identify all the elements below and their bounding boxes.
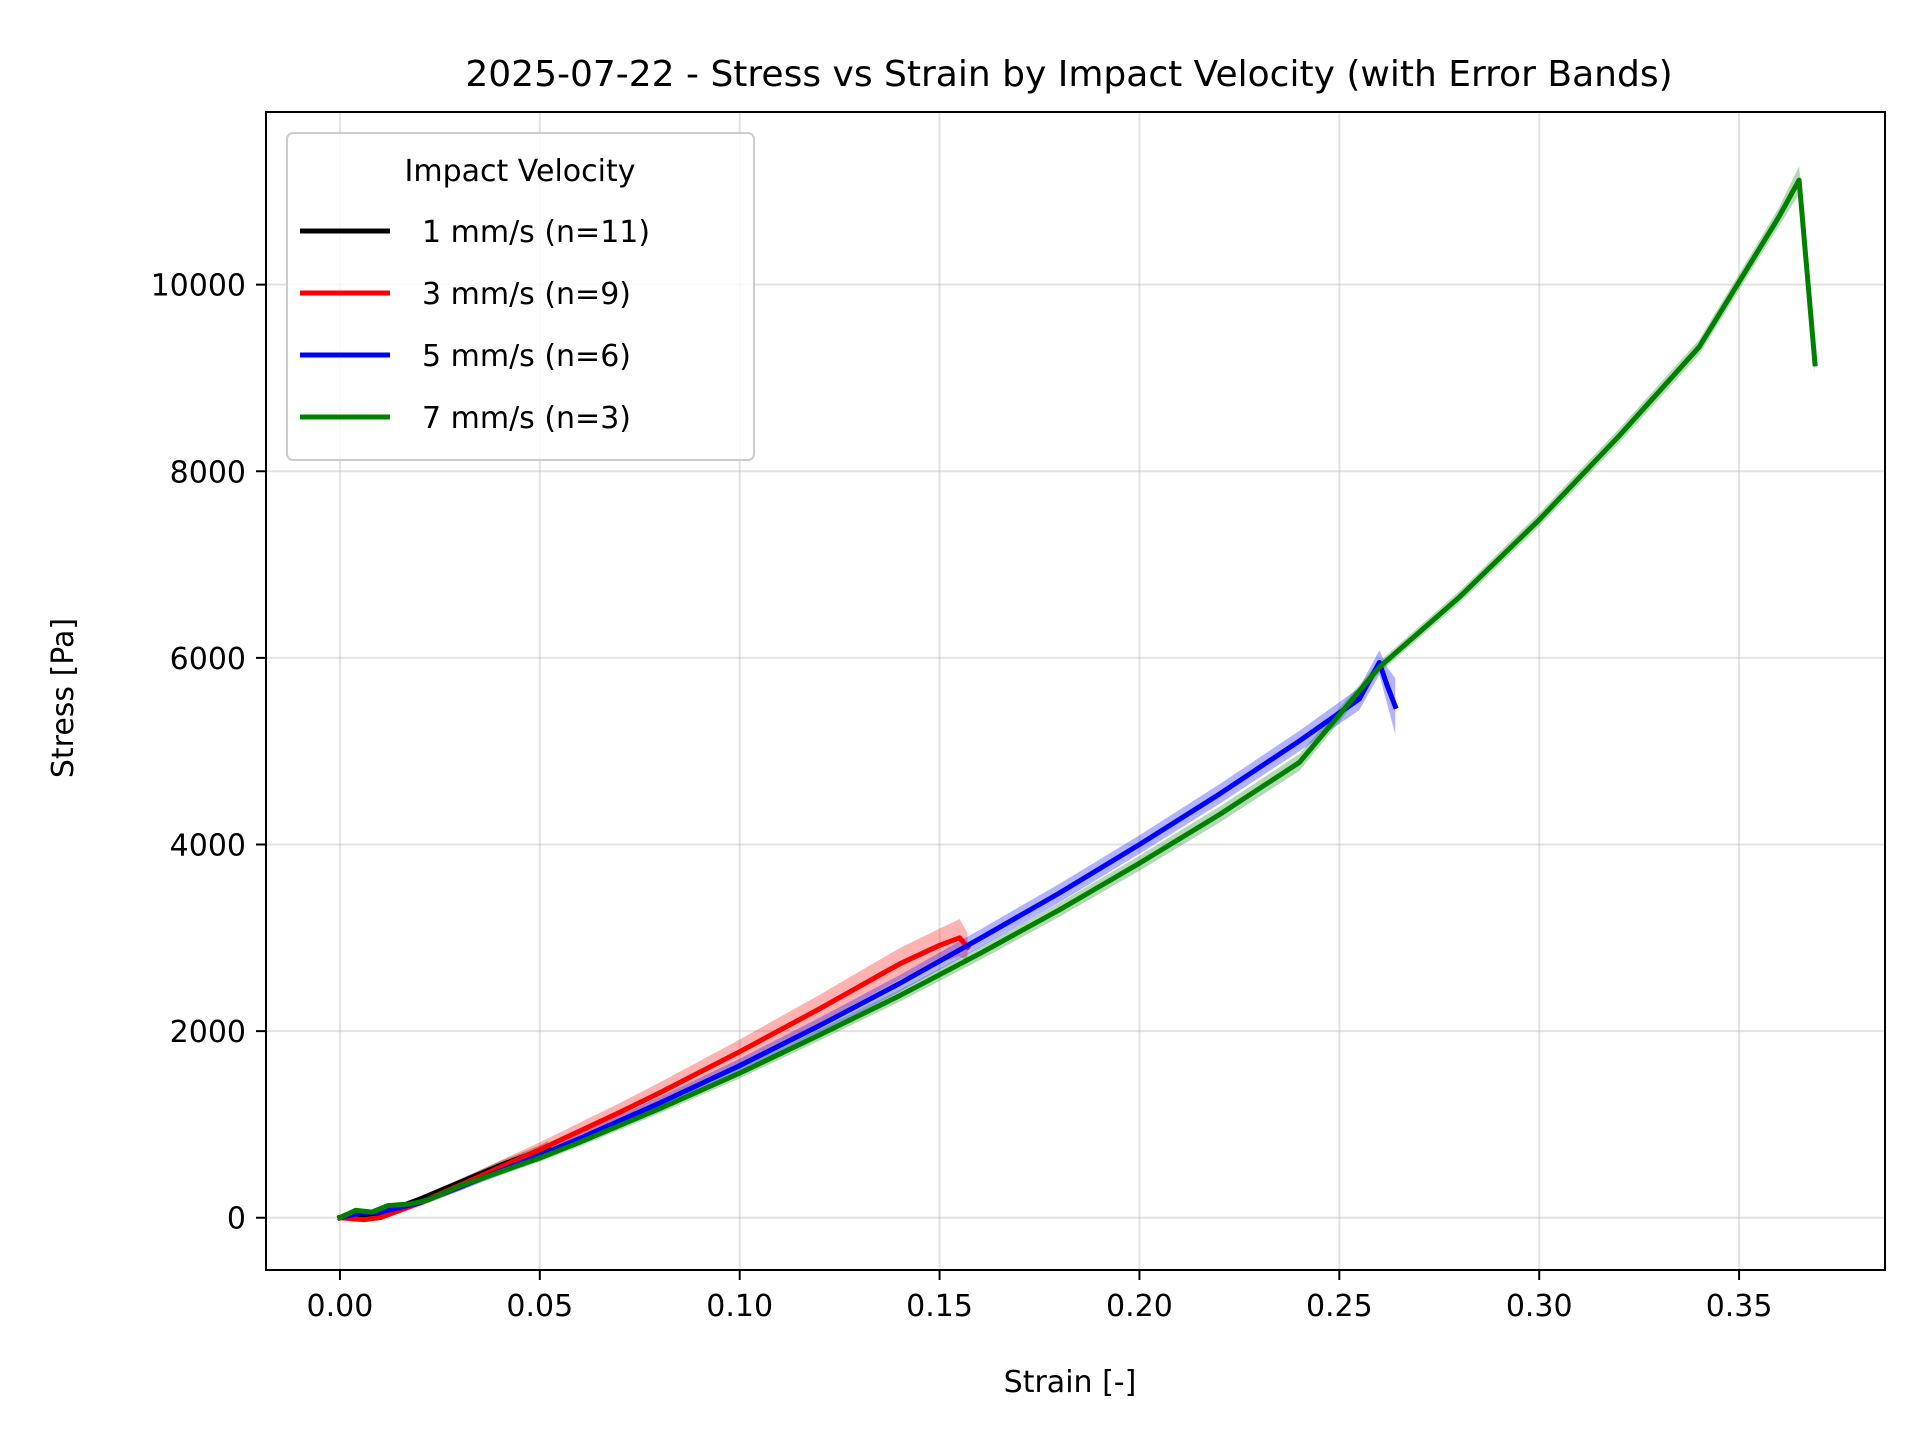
y-tick-label: 10000 xyxy=(151,269,246,304)
chart-title: 2025-07-22 - Stress vs Strain by Impact … xyxy=(465,54,1672,95)
x-tick-label: 0.10 xyxy=(706,1289,773,1324)
y-tick-label: 2000 xyxy=(170,1015,246,1050)
error-band-layer xyxy=(340,166,1815,1221)
series-line-2 xyxy=(337,935,972,1223)
y-tick-label: 8000 xyxy=(170,455,246,490)
legend-label-3: 5 mm/s (n=6) xyxy=(422,339,631,374)
legend-title: Impact Velocity xyxy=(405,154,636,189)
legend-label-4: 7 mm/s (n=3) xyxy=(422,401,631,436)
series-line-4 xyxy=(336,177,1818,1222)
x-tick-label: 0.05 xyxy=(506,1289,573,1324)
axes-layer xyxy=(265,111,1886,1271)
x-tick-label: 0.20 xyxy=(1106,1289,1173,1324)
x-tick-label: 0.35 xyxy=(1706,1289,1773,1324)
plot-frame xyxy=(265,111,1886,1271)
y-tick-label: 6000 xyxy=(170,642,246,677)
x-axis-label: Strain [-] xyxy=(1004,1365,1137,1400)
x-tick-label: 0.30 xyxy=(1506,1289,1573,1324)
legend-frame xyxy=(286,132,755,461)
series-line-layer xyxy=(336,177,1818,1223)
error-band-series-2 xyxy=(340,919,968,1221)
y-axis-label: Stress [Pa] xyxy=(46,618,81,778)
y-tick-label: 0 xyxy=(227,1202,246,1237)
legend-label-2: 3 mm/s (n=9) xyxy=(422,277,631,312)
y-tick-label: 4000 xyxy=(170,828,246,863)
x-tick-label: 0.00 xyxy=(307,1289,374,1324)
legend-entries: 1 mm/s (n=11) 3 mm/s (n=9) 5 mm/s (n=6) 7 m… xyxy=(300,215,650,436)
legend: Impact Velocity 1 mm/s (n=11) 3 mm/s (n=9… xyxy=(286,132,755,461)
x-tick-label: 0.25 xyxy=(1306,1289,1373,1324)
x-tick-label: 0.15 xyxy=(906,1289,973,1324)
tick-layer: 0.00 0.05 0.10 0.15 0.20 0.25 0.30 0.35 0 2000 400… xyxy=(151,269,1773,1324)
legend-label-1: 1 mm/s (n=11) xyxy=(422,215,650,250)
